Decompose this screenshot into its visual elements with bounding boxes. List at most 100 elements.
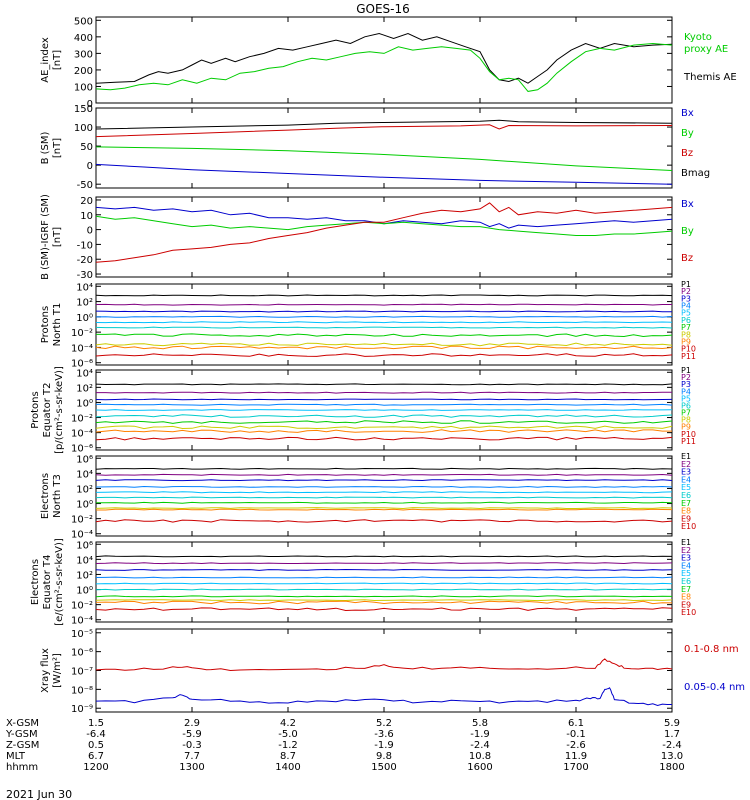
x-axis-row-value: -2.4 bbox=[470, 740, 490, 751]
legend-et3-8: E9 bbox=[681, 514, 691, 523]
y-tick-label-bigrf: 10 bbox=[80, 211, 93, 222]
legend-pt1-2: P3 bbox=[681, 294, 691, 303]
x-axis-row-value: 7.7 bbox=[184, 751, 200, 762]
y-tick-label-ae: 400 bbox=[74, 33, 93, 44]
y-tick-label-ae: 100 bbox=[74, 82, 93, 93]
y-axis-label-pt2: Equator T2 bbox=[42, 383, 53, 438]
legend-pt2-9: P10 bbox=[681, 430, 696, 439]
y-axis-label-xray: Xray flux bbox=[40, 648, 51, 693]
series-pt1-p2 bbox=[95, 303, 672, 306]
legend-xray-1: 0.05-0.4 nm bbox=[684, 682, 745, 693]
series-pt1-p5 bbox=[95, 321, 673, 324]
x-axis-row-value: 6.7 bbox=[88, 751, 104, 762]
legend-pt1-5: P6 bbox=[681, 316, 691, 325]
legend-pt1-8: P9 bbox=[681, 337, 691, 346]
y-axis-label-bigrf: [nT] bbox=[52, 227, 63, 247]
panel-frame-bigrf bbox=[95, 196, 673, 278]
y-tick-label-ae: 200 bbox=[74, 66, 93, 77]
legend-pt2-2: P3 bbox=[681, 380, 691, 389]
legend-et4-6: E7 bbox=[681, 585, 691, 594]
y-tick-label-pt1: 10⁻⁶ bbox=[71, 359, 93, 370]
x-axis-row-value: -1.2 bbox=[278, 740, 298, 751]
legend-ae-2: Themis AE bbox=[683, 72, 737, 83]
x-axis-row-label: X-GSM bbox=[6, 718, 39, 729]
y-tick-label-xray: 10⁻⁹ bbox=[71, 704, 93, 715]
legend-pt2-0: P1 bbox=[681, 366, 691, 375]
legend-pt1-3: P4 bbox=[681, 302, 691, 311]
series-et3-e2 bbox=[95, 473, 673, 476]
x-axis-row-label: Z-GSM bbox=[6, 740, 39, 751]
legend-ae-0: Kyoto bbox=[684, 32, 712, 43]
series-pt1-p7 bbox=[96, 333, 673, 338]
series-pt1-p9 bbox=[95, 345, 673, 350]
y-tick-label-bigrf: -30 bbox=[77, 270, 93, 281]
legend-pt1-7: P8 bbox=[681, 330, 691, 339]
x-axis-row-value: 1700 bbox=[563, 762, 588, 773]
y-tick-label-et4: 10⁻⁴ bbox=[71, 616, 93, 627]
y-axis-label-et3: North T3 bbox=[52, 474, 63, 518]
legend-et4-4: E5 bbox=[681, 569, 691, 578]
x-axis-row-value: 0.5 bbox=[88, 740, 104, 751]
series-pt2-p1 bbox=[95, 383, 673, 386]
y-tick-label-et3: 10⁴ bbox=[76, 469, 93, 480]
series-et4-e10 bbox=[95, 607, 673, 612]
legend-et4-9: E10 bbox=[681, 608, 696, 617]
series-pt2-p7 bbox=[95, 420, 673, 424]
legend-et3-7: E8 bbox=[681, 507, 691, 516]
legend-et3-1: E2 bbox=[681, 460, 691, 469]
y-axis-label-ae: AE_index bbox=[40, 37, 51, 83]
series-pt1-p8 bbox=[95, 342, 673, 347]
series-pt2-p4 bbox=[95, 403, 673, 406]
y-tick-label-xray: 10⁻⁷ bbox=[71, 667, 93, 678]
y-tick-label-pt2: 10⁴ bbox=[76, 368, 93, 379]
x-axis-row-value: 6.1 bbox=[568, 718, 584, 729]
x-axis-row-value: 11.9 bbox=[565, 751, 587, 762]
y-axis-label-pt1: North T1 bbox=[52, 303, 63, 347]
series-pt1-p10 bbox=[95, 353, 673, 357]
series-bsm-bmag bbox=[95, 119, 673, 130]
legend-et4-8: E9 bbox=[681, 600, 691, 609]
legend-et4-7: E8 bbox=[681, 593, 691, 602]
panel-pt2: 10⁴ 10² 10⁰ 10⁻² 10⁻⁴ 10⁻⁶ Protons Equator T2 [p… bbox=[30, 366, 696, 455]
y-axis-label-xray: [W/m²] bbox=[52, 653, 63, 688]
x-axis-row-value: -2.6 bbox=[566, 740, 586, 751]
series-ae-themis-ae bbox=[95, 32, 673, 84]
y-axis-label-et3: Electrons bbox=[40, 473, 51, 519]
y-tick-label-pt2: 10² bbox=[76, 383, 93, 394]
date-label: 2021 Jun 30 bbox=[6, 788, 72, 800]
y-axis-label-et4: [e/(cm²-s-sr-keV)] bbox=[54, 538, 65, 626]
series-et4-e6 bbox=[95, 588, 673, 591]
legend-pt2-6: P7 bbox=[681, 409, 691, 418]
series-et3-e8 bbox=[95, 507, 673, 510]
legend-bigrf-0: Bx bbox=[681, 199, 694, 210]
x-axis-row-value: -5.9 bbox=[182, 729, 202, 740]
series-et4-e9 bbox=[95, 600, 673, 605]
legend-et3-2: E3 bbox=[681, 468, 691, 477]
legend-bigrf-1: By bbox=[681, 226, 694, 237]
x-axis-row-value: 1400 bbox=[275, 762, 300, 773]
y-tick-label-bsm: 100 bbox=[74, 123, 93, 134]
x-axis-row-value: 5.2 bbox=[376, 718, 392, 729]
legend-pt1-10: P11 bbox=[681, 352, 696, 361]
legend-bsm-3: Bmag bbox=[681, 168, 710, 179]
x-axis-row-value: -5.0 bbox=[278, 729, 298, 740]
y-tick-label-pt2: 10⁰ bbox=[76, 398, 93, 409]
legend-pt2-1: P2 bbox=[681, 373, 691, 382]
y-tick-label-et4: 10⁰ bbox=[76, 586, 93, 597]
legend-ae-1: proxy AE bbox=[684, 44, 728, 55]
series-et4-e3 bbox=[95, 568, 673, 571]
legend-xray-0: 0.1-0.8 nm bbox=[684, 644, 739, 655]
chart-title: GOES-16 bbox=[356, 2, 410, 16]
legend-et3-4: E5 bbox=[681, 483, 691, 492]
panel-pt1: 10⁴ 10² 10⁰ 10⁻² 10⁻⁴ 10⁻⁶ Protons North T1 P1P2… bbox=[40, 280, 696, 370]
series-bigrf-bx bbox=[95, 206, 673, 229]
y-tick-label-bigrf: 0 bbox=[87, 226, 93, 237]
x-axis-row-value: 1300 bbox=[179, 762, 204, 773]
x-axis-row-value: -1.9 bbox=[470, 729, 490, 740]
y-axis-label-bigrf: B (SM)-IGRF (SM) bbox=[40, 194, 51, 280]
series-et3-e6 bbox=[95, 496, 673, 499]
y-tick-label-pt2: 10⁻² bbox=[71, 414, 93, 425]
